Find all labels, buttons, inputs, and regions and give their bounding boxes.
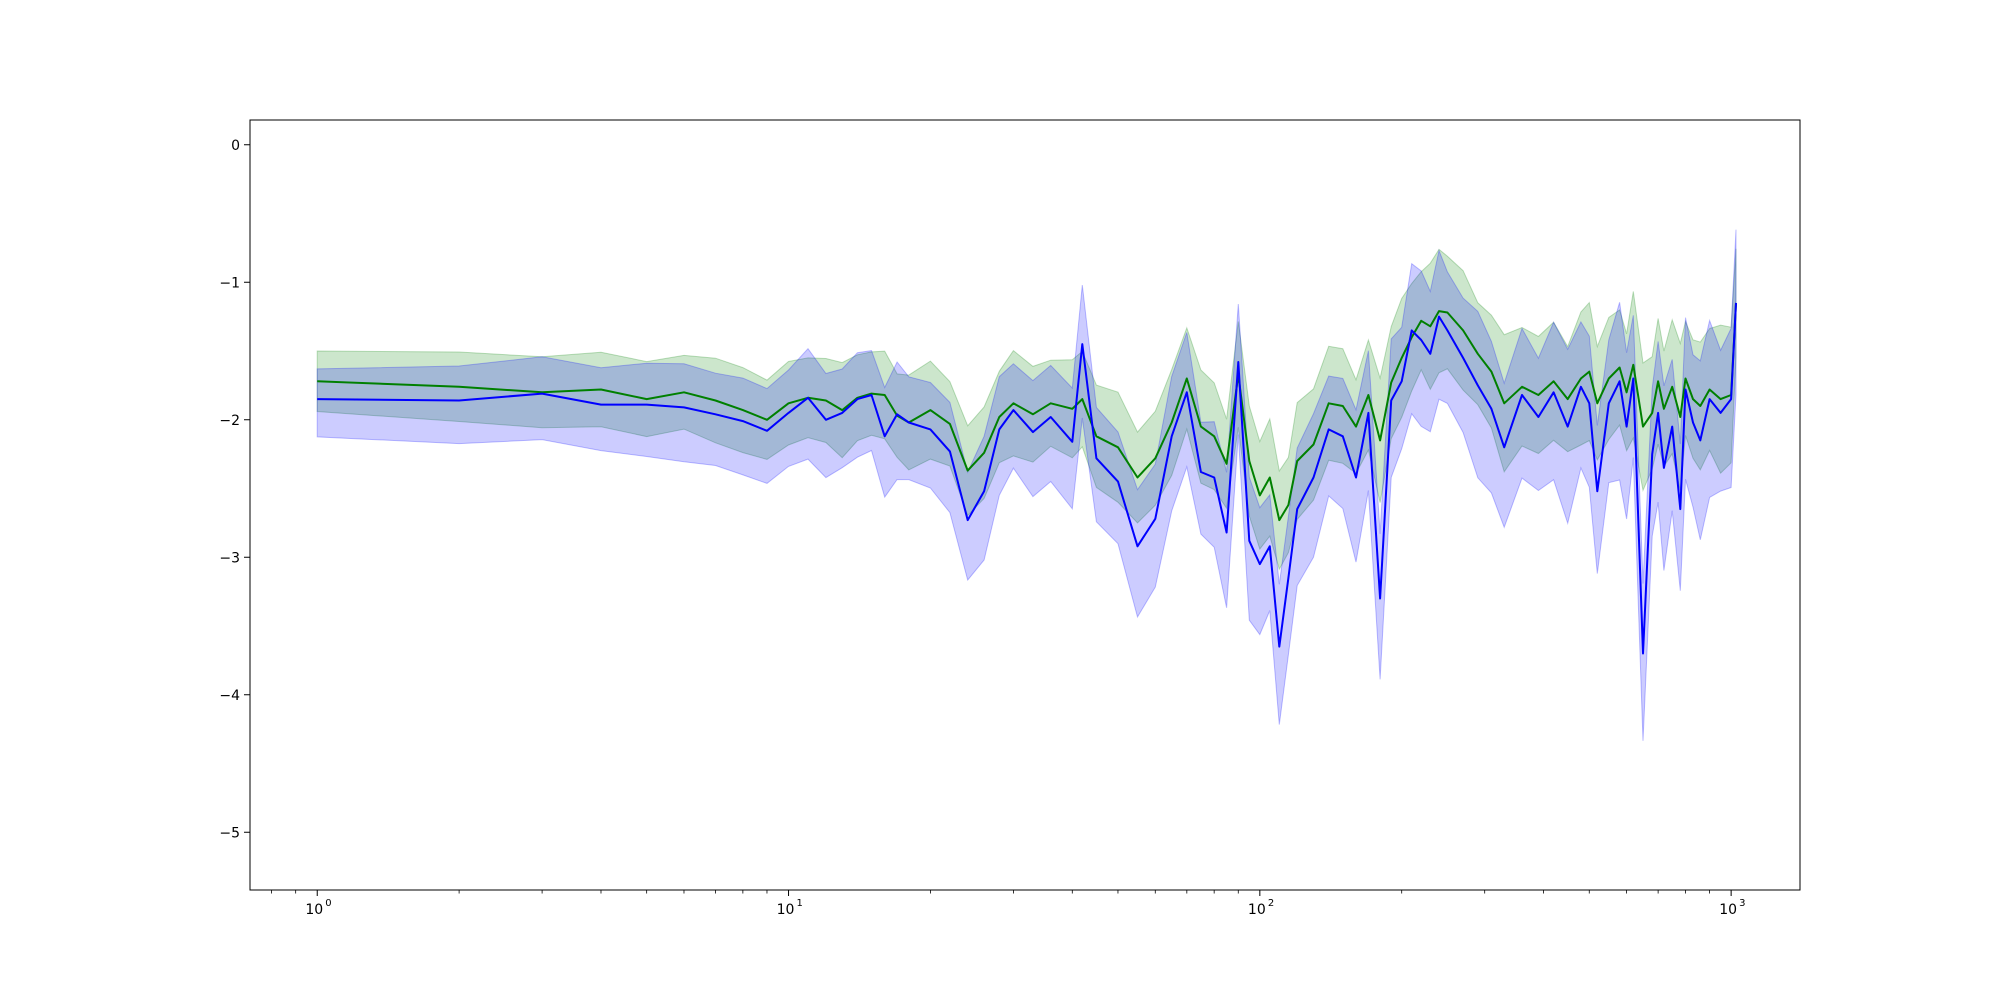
x-tick-exponent: 1 — [797, 898, 803, 909]
y-tick-label: −3 — [219, 550, 240, 566]
x-tick-label: 10 — [305, 902, 323, 918]
x-axis: 10 0 10 1 10 2 10 3 — [271, 890, 1746, 918]
x-tick-exponent: 2 — [1268, 898, 1274, 909]
y-tick-label: −4 — [219, 688, 240, 704]
series-line-1 — [317, 302, 1737, 522]
x-tick-exponent: 0 — [325, 898, 331, 909]
x-tick-exponent: 3 — [1739, 898, 1745, 909]
series-lines — [317, 302, 1737, 655]
x-tick-label: 10 — [1248, 902, 1266, 918]
confidence-band-1 — [316, 248, 1737, 571]
plot-frame — [249, 119, 1801, 891]
confidence-band-2 — [316, 229, 1737, 741]
y-tick-label: −1 — [219, 275, 240, 291]
y-axis: 0 −1 −2 −3 −4 −5 — [219, 138, 250, 841]
x-tick-label: 10 — [777, 902, 795, 918]
confidence-bands — [316, 229, 1737, 741]
y-tick-label: −2 — [219, 413, 240, 429]
series-line-2 — [317, 302, 1737, 655]
y-tick-label: −5 — [219, 825, 240, 841]
x-tick-label: 10 — [1719, 902, 1737, 918]
y-tick-label: 0 — [231, 138, 240, 154]
